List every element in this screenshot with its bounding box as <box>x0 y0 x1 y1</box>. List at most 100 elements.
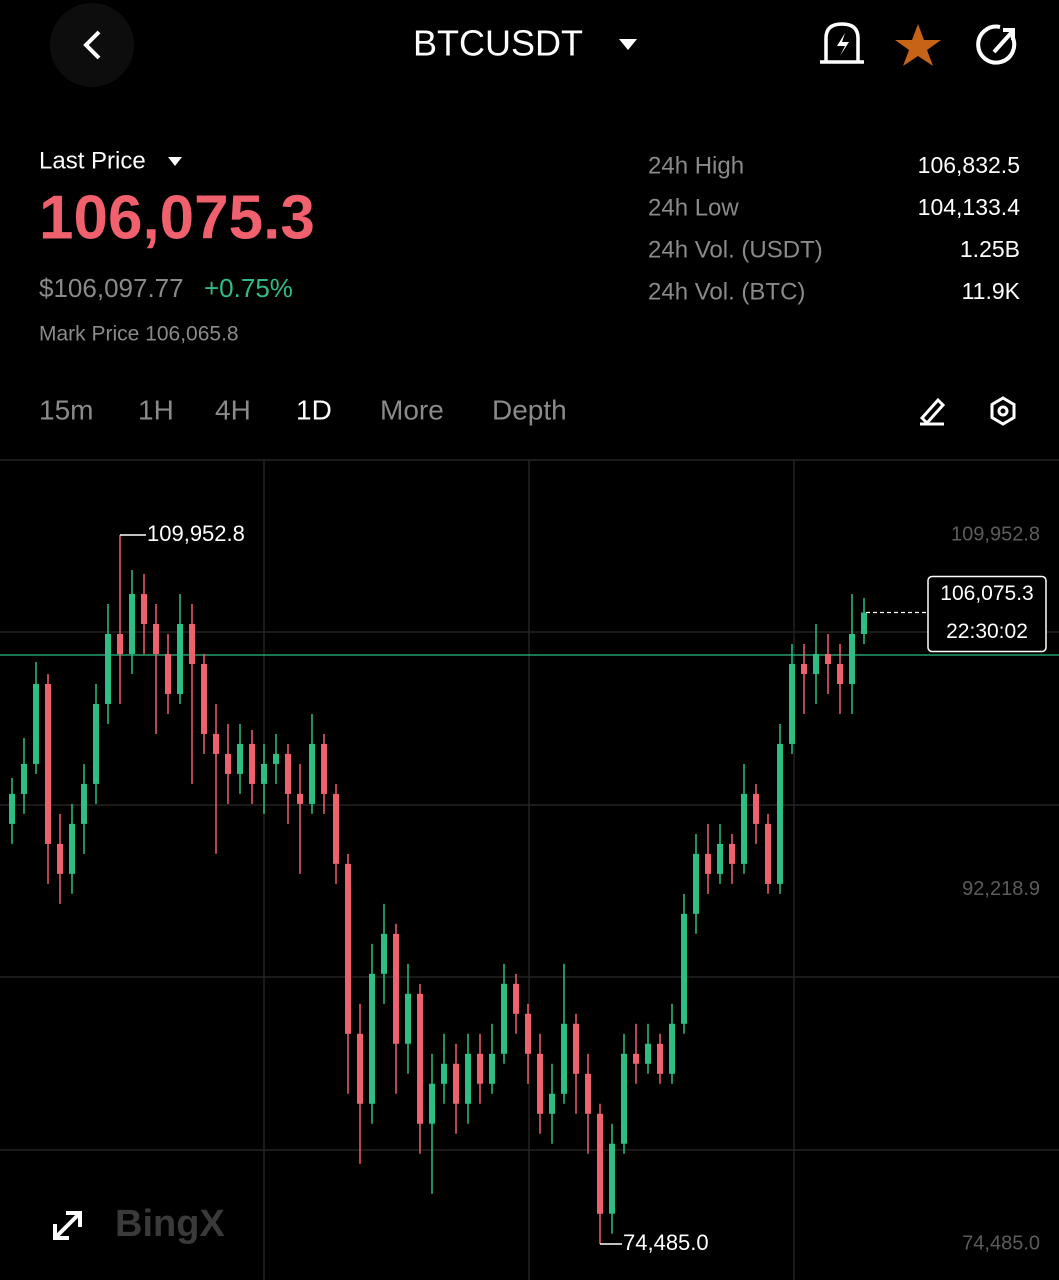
candle-body <box>333 793 339 864</box>
candle-body <box>597 1113 603 1214</box>
candle-body <box>825 653 831 664</box>
candle-body <box>681 913 687 1024</box>
timeframe-tab[interactable]: 1H <box>138 394 174 425</box>
candle-body <box>285 753 291 794</box>
alert-bolt <box>837 33 849 56</box>
candle-body <box>453 1063 459 1104</box>
timeframe-tab[interactable]: More <box>380 394 444 425</box>
candle-body <box>525 1013 531 1054</box>
candle-body <box>441 1063 447 1084</box>
favorite-icon[interactable] <box>895 24 941 66</box>
last-price-tag-value: 106,075.3 <box>940 582 1033 605</box>
candle-body <box>765 823 771 884</box>
candle-body <box>837 663 843 684</box>
grid <box>0 460 1059 1280</box>
usd-price: $106,097.77 <box>39 273 184 303</box>
candle-body <box>549 1093 555 1114</box>
candle-body <box>381 933 387 974</box>
stat-label: 24h Low <box>648 194 739 221</box>
candle-body <box>513 983 519 1014</box>
candle-body <box>273 753 279 764</box>
candle-body <box>225 753 231 774</box>
candle-body <box>585 1073 591 1114</box>
candle-body <box>309 743 315 804</box>
candle-body <box>849 633 855 684</box>
candle-body <box>69 823 75 874</box>
share-icon[interactable] <box>976 24 1017 65</box>
candle-body <box>657 1043 663 1074</box>
y-tick-label: 109,952.8 <box>951 523 1040 545</box>
candle-body <box>189 624 195 664</box>
watermark: BingX <box>115 1203 225 1245</box>
candle-body <box>237 743 243 774</box>
candle-body <box>9 793 15 824</box>
candle-body <box>141 594 147 624</box>
y-tick-label: 92,218.9 <box>962 878 1040 900</box>
candle-body <box>669 1023 675 1074</box>
stat-label: 24h High <box>648 152 744 179</box>
candle-body <box>21 763 27 794</box>
draw-icon[interactable] <box>919 397 946 426</box>
candle-body <box>297 793 303 804</box>
candle-body <box>93 703 99 784</box>
candle-body <box>645 1043 651 1064</box>
candle-body <box>369 973 375 1104</box>
candle-body <box>621 1053 627 1144</box>
stat-label: 24h Vol. (BTC) <box>648 278 805 305</box>
candle-body <box>813 653 819 674</box>
candle-body <box>417 993 423 1124</box>
candle-body <box>321 743 327 794</box>
candle-body <box>717 843 723 874</box>
last-price: 106,075.3 <box>39 183 315 252</box>
candle-body <box>57 843 63 874</box>
stat-value: 11.9K <box>962 278 1021 304</box>
candle-body <box>705 853 711 874</box>
countdown: 22:30:02 <box>946 620 1028 643</box>
candle-body <box>561 1023 567 1094</box>
fullscreen-icon[interactable] <box>53 1211 82 1240</box>
stat-value: 104,133.4 <box>918 194 1021 220</box>
alert-icon[interactable] <box>820 22 864 64</box>
candle-body <box>693 853 699 914</box>
timeframe-tab[interactable]: 15m <box>39 394 93 425</box>
candle-body <box>249 743 255 784</box>
candle-body <box>489 1053 495 1084</box>
price-dropdown[interactable] <box>168 157 182 166</box>
stat-value: 106,832.5 <box>918 152 1020 178</box>
candle-body <box>633 1053 639 1064</box>
candle-body <box>465 1053 471 1104</box>
symbol-dropdown[interactable] <box>619 39 637 50</box>
last-price-label[interactable]: Last Price <box>39 147 146 174</box>
candle-body <box>393 933 399 1044</box>
candle-body <box>153 624 159 654</box>
candle-body <box>741 793 747 864</box>
timeframe-tab[interactable]: 4H <box>215 394 251 425</box>
last-price-tag <box>927 575 1047 653</box>
candle-body <box>801 663 807 674</box>
candle-body <box>609 1143 615 1214</box>
price-change: +0.75% <box>204 273 293 303</box>
candle-body <box>45 683 51 844</box>
candle-body <box>405 993 411 1044</box>
min-label: 74,485.0 <box>623 1230 709 1255</box>
back-button[interactable] <box>50 3 134 87</box>
candle-body <box>105 633 111 704</box>
candle-body <box>789 663 795 744</box>
y-tick-label: 74,485.0 <box>962 1232 1040 1254</box>
stat-label: 24h Vol. (USDT) <box>648 236 823 263</box>
candle-body <box>201 663 207 734</box>
back-icon <box>83 30 101 60</box>
settings-dot <box>997 405 1009 417</box>
candle-body <box>129 594 135 654</box>
candle-body <box>729 843 735 864</box>
settings-icon[interactable] <box>990 396 1016 426</box>
symbol-title[interactable]: BTCUSDT <box>413 23 583 64</box>
candle-body <box>537 1053 543 1114</box>
share-arrow <box>992 28 1015 54</box>
timeframe-tab[interactable]: Depth <box>492 394 567 425</box>
timeframe-tab[interactable]: 1D <box>296 394 332 425</box>
candle-body <box>33 683 39 764</box>
candle-body <box>165 653 171 694</box>
max-label: 109,952.8 <box>147 521 245 546</box>
